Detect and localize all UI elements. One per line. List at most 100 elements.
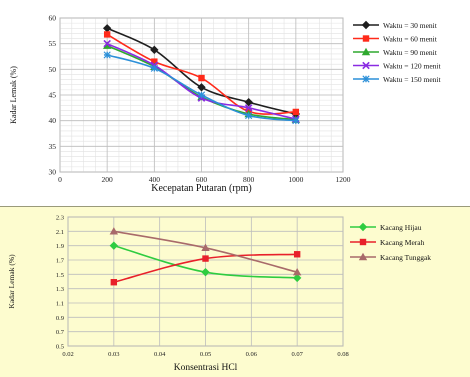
y-tick-label: 35 (49, 142, 57, 151)
data-point-waktu-120-menit-stroke (103, 39, 111, 48)
y-tick-label: 40 (49, 116, 57, 125)
y-tick-label: 60 (49, 14, 57, 23)
data-point-kacang-hijau (201, 267, 210, 277)
y-tick-label: 0.7 (56, 329, 65, 336)
legend-item-waktu-120-menit: Waktu = 120 menit (353, 61, 441, 70)
x-tick-label: 1200 (336, 175, 351, 184)
data-point-waktu-150-menit-stroke (245, 111, 253, 120)
legend-label-waktu-120-menit: Waktu = 120 menit (383, 61, 441, 70)
data-point-kacang-hijau (109, 241, 119, 250)
data-point-waktu-30-menit (244, 97, 253, 107)
series-kacang-merah (110, 251, 301, 286)
y-tick-label: 1.3 (56, 286, 64, 293)
data-point-waktu-150-menit-stroke (292, 117, 300, 125)
legend-marker-waktu-120-menit-stroke (362, 61, 370, 70)
chart-panel-rpm: 0 200 400 600 800 1000 1200 30 35 40 45 50 55 60 Kecep… (9, 13, 442, 195)
legend-item-kacang-hijau: Kacang Hijau (350, 222, 422, 232)
legend-label-waktu-60-menit: Waktu = 60 menit (383, 34, 438, 43)
data-point-kacang-merah (293, 251, 301, 258)
legend-marker-waktu-60-menit (362, 35, 370, 42)
y-tick-label: 45 (49, 91, 57, 100)
legend-item-kacang-tunggak: Kacang Tunggak (350, 252, 431, 262)
x-tick-label: 0.06 (246, 351, 258, 358)
chart-hcl: 0.02 0.03 0.04 0.05 0.06 0.07 0.08 0.5 0.7 0.9 1.1… (7, 215, 431, 374)
data-point-waktu-150-menit-stroke (103, 51, 111, 59)
data-point-waktu-150-menit-stroke (150, 64, 158, 72)
y-tick-label: 55 (49, 39, 57, 48)
data-point-waktu-90-menit (102, 41, 112, 49)
legend-item-waktu-60-menit: Waktu = 60 menit (353, 34, 438, 43)
legend-item-waktu-150-menit: Waktu = 150 menit (353, 75, 441, 84)
legend-label-waktu-30-menit: Waktu = 30 menit (383, 21, 438, 30)
y-axis-title: Kadar Lemak (%) (9, 66, 18, 124)
x-tick-label: 800 (243, 175, 255, 184)
legend-label-waktu-90-menit: Waktu = 90 menit (383, 48, 438, 57)
legend-label-kacang-tunggak: Kacang Tunggak (380, 253, 431, 262)
x-tick-label: 0.04 (154, 351, 166, 358)
y-tick-label: 1.7 (56, 258, 65, 265)
data-point-waktu-60-menit (292, 108, 300, 116)
legend-marker-waktu-150-menit (362, 75, 370, 83)
data-point-waktu-120-menit-stroke (244, 104, 253, 112)
legend-marker-waktu-90-menit (361, 47, 371, 56)
data-point-waktu-150-menit (103, 51, 111, 59)
data-point-kacang-hijau (292, 273, 302, 283)
data-point-waktu-120-menit (244, 104, 253, 112)
data-point-waktu-120-menit (103, 39, 111, 48)
x-tick-label: 600 (196, 175, 208, 184)
y-axis-title: Kadar Lemak (%) (7, 254, 16, 309)
y-tick-label: 0.9 (56, 315, 64, 322)
data-point-waktu-60-menit (151, 58, 158, 65)
x-tick-label: 0.02 (62, 351, 73, 358)
data-point-kacang-tunggak (201, 243, 210, 252)
legend-label-waktu-150-menit: Waktu = 150 menit (383, 75, 441, 84)
series-waktu-150-menit (103, 51, 300, 125)
legend-marker-kacang-tunggak (358, 252, 368, 261)
legend-label-kacang-hijau: Kacang Hijau (380, 223, 422, 232)
legend-marker-kacang-merah (359, 238, 367, 246)
y-tick-label: 1.5 (56, 272, 64, 279)
data-point-kacang-tunggak (109, 227, 119, 235)
data-point-waktu-30-menit (197, 83, 206, 92)
data-point-waktu-30-menit (150, 45, 159, 55)
legend-marker-waktu-150-menit-stroke (362, 75, 370, 83)
data-point-kacang-merah (110, 279, 118, 286)
x-tick-label: 0.08 (337, 351, 348, 358)
legend-marker-kacang-hijau (358, 222, 368, 232)
data-point-waktu-150-menit (245, 111, 253, 120)
x-axis-title: Konsentrasi HCl (174, 363, 238, 373)
y-tick-label: 0.5 (56, 344, 64, 351)
y-tick-label: 30 (49, 168, 57, 177)
legend-label-kacang-merah: Kacang Merah (380, 238, 425, 247)
y-tick-label: 50 (49, 65, 57, 74)
data-point-waktu-150-menit (197, 91, 206, 99)
data-point-kacang-tunggak (292, 267, 302, 276)
data-point-waktu-150-menit (292, 117, 300, 125)
series-kacang-tunggak (109, 227, 302, 276)
y-tick-label: 2.3 (56, 215, 64, 222)
x-tick-label: 0.03 (108, 351, 119, 358)
x-tick-label: 200 (102, 175, 114, 184)
chart-panel-hcl: 0.02 0.03 0.04 0.05 0.06 0.07 0.08 0.5 0.7 0.9 1.1… (0, 206, 470, 377)
series-kacang-hijau (109, 241, 302, 283)
y-tick-label: 2.1 (56, 229, 64, 236)
data-point-waktu-30-menit (102, 24, 112, 33)
data-point-waktu-60-menit (198, 74, 205, 82)
legend-item-waktu-90-menit: Waktu = 90 menit (353, 47, 438, 57)
legend-item-kacang-merah: Kacang Merah (350, 238, 425, 247)
legend-marker-waktu-120-menit (362, 61, 370, 70)
x-tick-label: 1000 (288, 175, 303, 184)
y-tick-label: 1.1 (56, 301, 64, 308)
data-point-waktu-150-menit-stroke (197, 91, 206, 99)
x-tick-label: 0.05 (200, 351, 211, 358)
data-point-waktu-60-menit (103, 31, 111, 38)
x-tick-label: 0 (58, 175, 62, 184)
data-point-kacang-merah (202, 255, 209, 262)
x-tick-label: 0.07 (291, 351, 303, 358)
legend-marker-waktu-30-menit (361, 20, 371, 30)
chart-rpm: 0 200 400 600 800 1000 1200 30 35 40 45 50 55 60 Kecep… (9, 14, 441, 195)
y-tick-label: 1.9 (56, 243, 64, 250)
x-tick-label: 400 (149, 175, 161, 184)
x-axis-title: Kecepatan Putaran (rpm) (151, 183, 252, 194)
